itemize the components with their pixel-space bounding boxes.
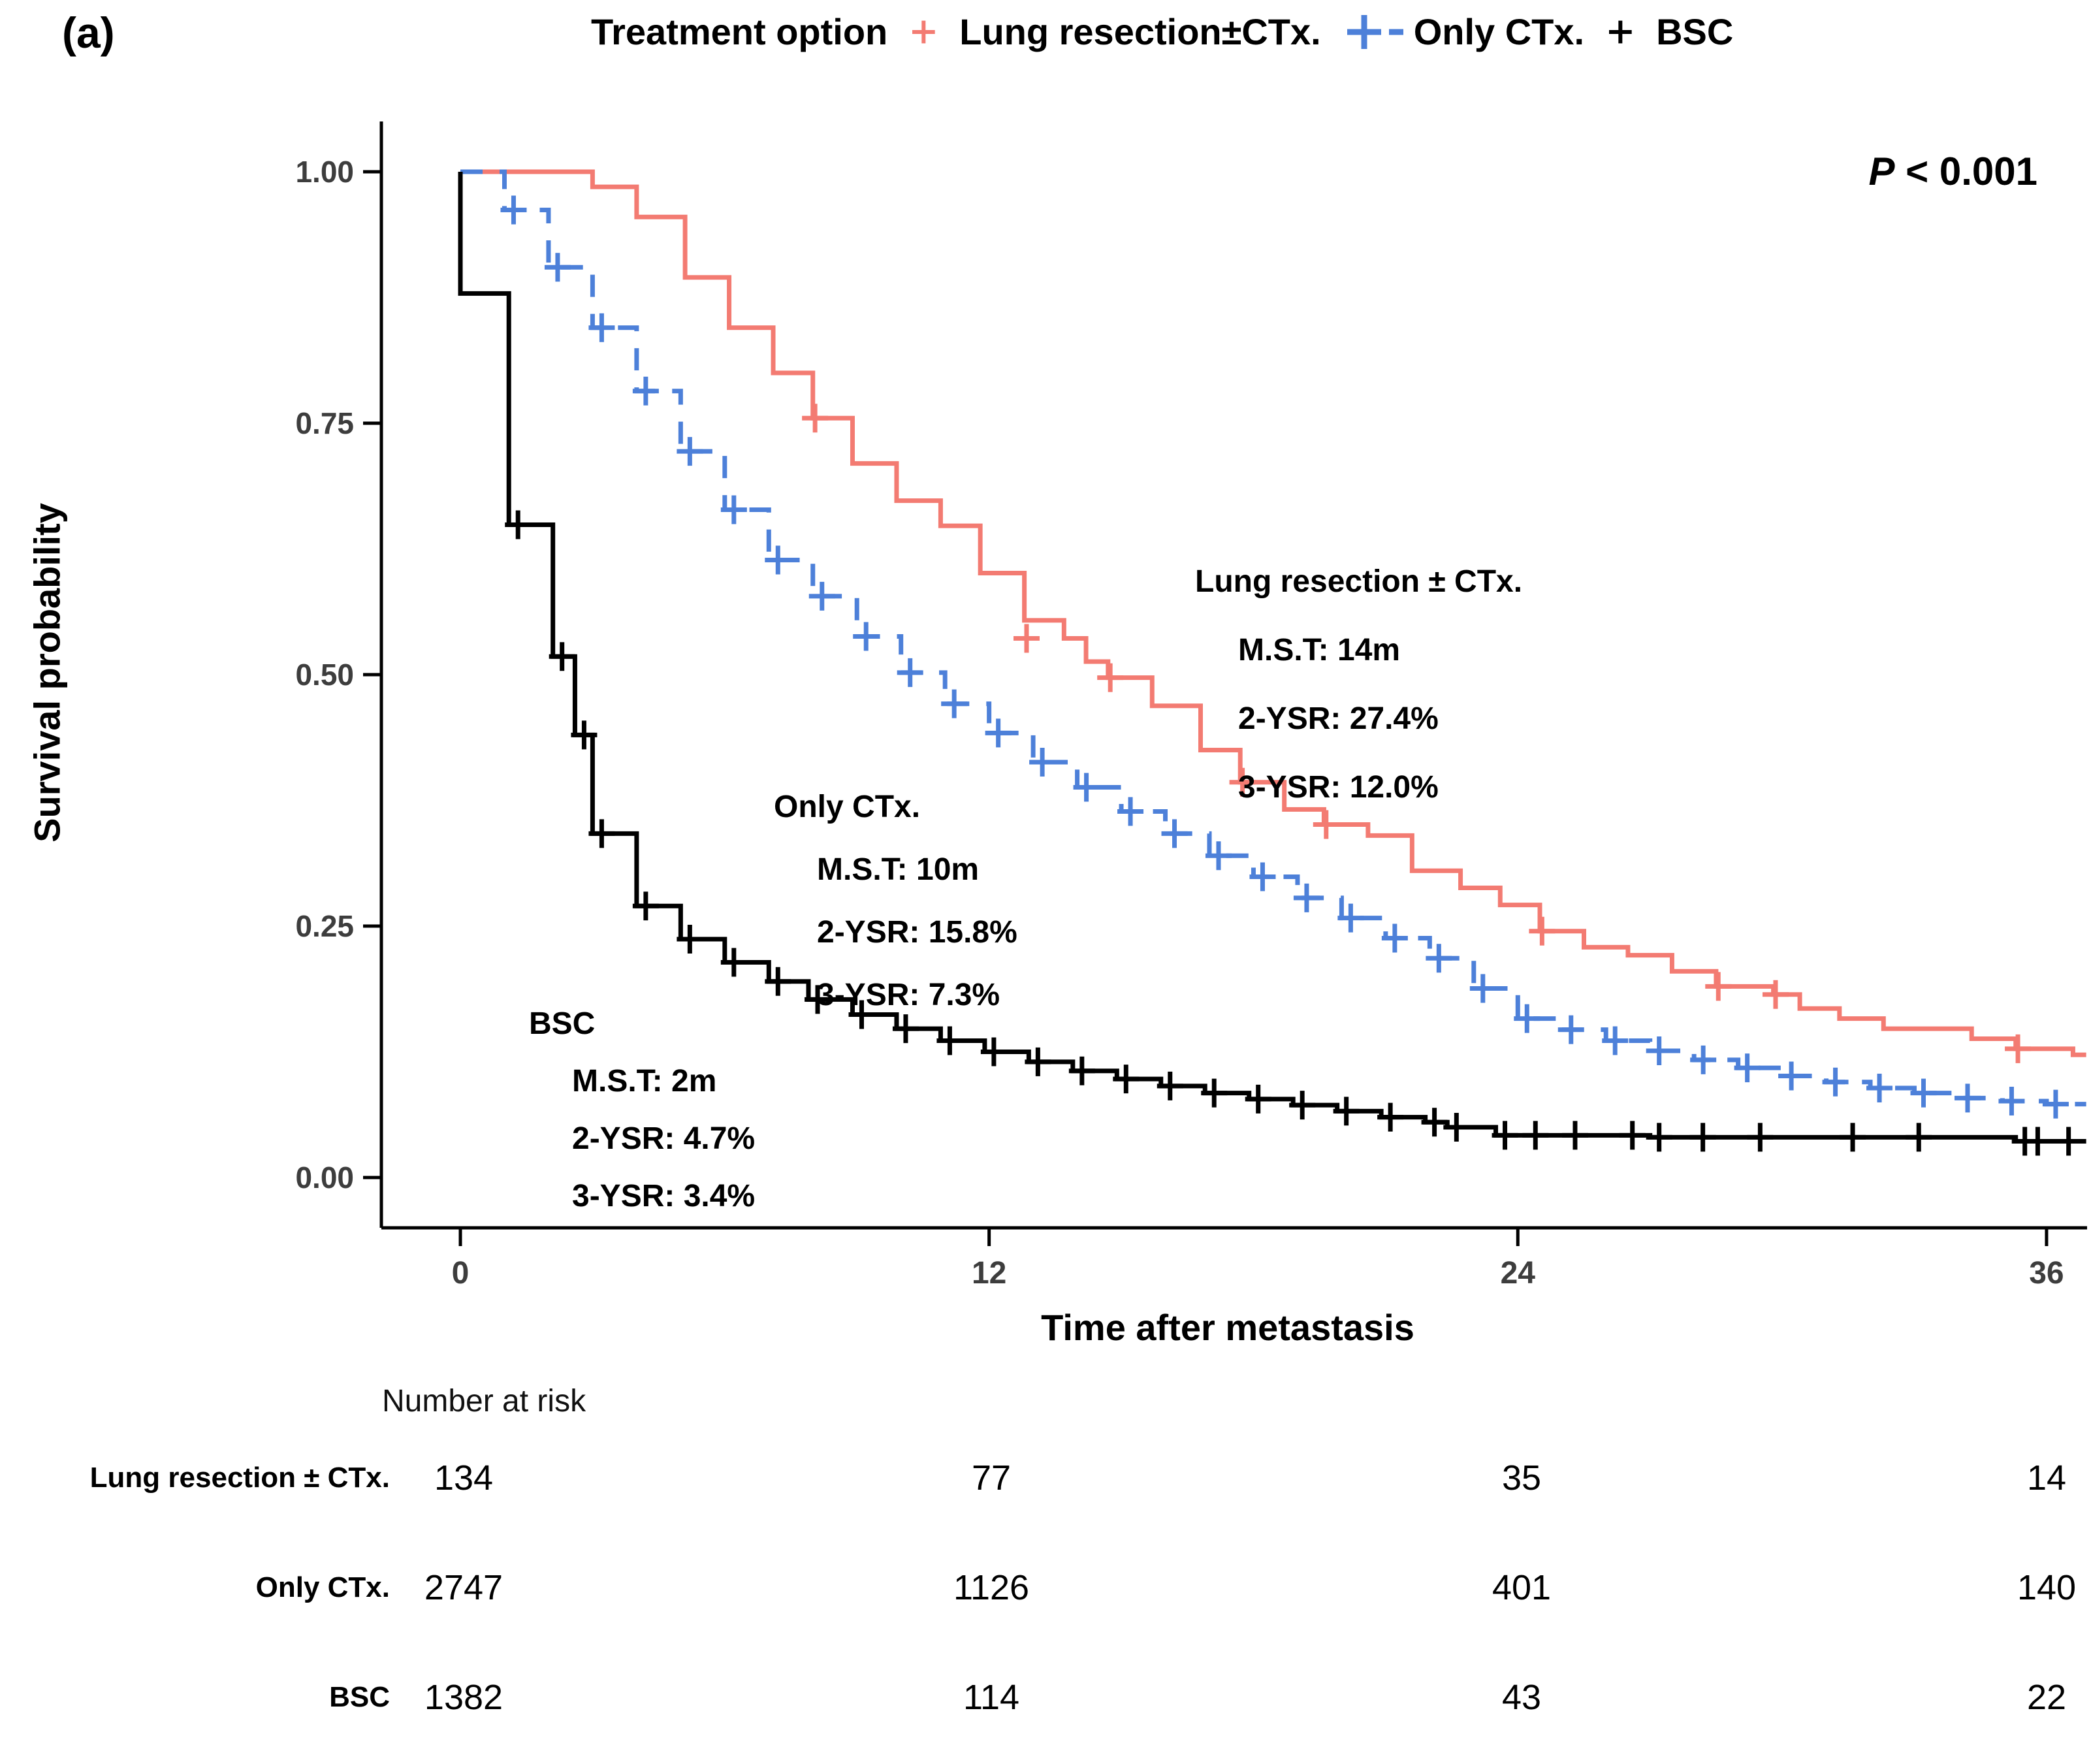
plus-marker-icon (1609, 20, 1632, 43)
risk-value: 134 (434, 1458, 494, 1498)
risk-value: 140 (2017, 1568, 2077, 1607)
legend-item-bsc: BSC (1606, 10, 1733, 53)
plus-dash-marker-icon (1347, 14, 1403, 49)
x-tick-label: 36 (2029, 1256, 2064, 1291)
risk-value: 2747 (424, 1568, 503, 1607)
x-tick-label: 24 (1501, 1256, 1536, 1291)
y-tick-label: 1.00 (295, 155, 354, 189)
risk-value: 43 (1501, 1678, 1542, 1717)
annotation-lung-resection: Lung resection ± CTx. M.S.T: 14m 2-YSR: … (1195, 564, 1523, 805)
number-at-risk-header: Number at risk (382, 1384, 586, 1419)
legend-item-lung-resection: Lung resection±CTx. (910, 10, 1321, 53)
x-axis-title: Time after metastasis (1041, 1307, 1414, 1348)
risk-row-label: Lung resection ± CTx. (89, 1462, 390, 1494)
legend-item-label: Lung resection±CTx. (959, 11, 1321, 52)
km-plot-svg: 0.00 0.25 0.50 0.75 1.00 0 12 24 36 (295, 121, 2087, 1291)
legend-title: Treatment option (591, 11, 888, 52)
annotation-only-ctx: Only CTx. M.S.T: 10m 2-YSR: 15.8% 3-YSR:… (774, 790, 1017, 1012)
y-tick-label: 0.25 (295, 909, 354, 943)
y-tick-label: 0.50 (295, 658, 354, 692)
p-value: P < 0.001 (1868, 150, 2037, 193)
legend-item-label: Only CTx. (1413, 11, 1585, 52)
legend: Treatment option Lung resection±CTx. Onl… (591, 10, 1733, 53)
risk-row-label: Only CTx. (255, 1571, 390, 1603)
risk-value: 401 (1492, 1568, 1552, 1607)
risk-value: 114 (963, 1678, 1020, 1717)
panel-label: (a) (62, 8, 115, 57)
risk-value: 1126 (953, 1568, 1030, 1607)
y-tick-label: 0.00 (295, 1161, 354, 1195)
risk-value: 1382 (424, 1678, 503, 1717)
y-axis-title: Survival probability (26, 503, 68, 842)
risk-value: 77 (971, 1458, 1012, 1498)
x-tick-label: 12 (972, 1256, 1006, 1291)
risk-value: 35 (1501, 1458, 1542, 1498)
legend-item-label: BSC (1656, 11, 1734, 52)
risk-value: 14 (2026, 1458, 2067, 1498)
risk-row-label: BSC (329, 1681, 390, 1713)
y-tick-label: 0.75 (295, 406, 354, 440)
risk-value: 22 (2026, 1678, 2067, 1717)
annotation-bsc: BSC M.S.T: 2m 2-YSR: 4.7% 3-YSR: 3.4% (529, 1006, 756, 1213)
legend-item-only-ctx: Only CTx. (1343, 10, 1584, 53)
plus-marker-icon (912, 20, 935, 43)
x-tick-label: 0 (452, 1256, 470, 1291)
